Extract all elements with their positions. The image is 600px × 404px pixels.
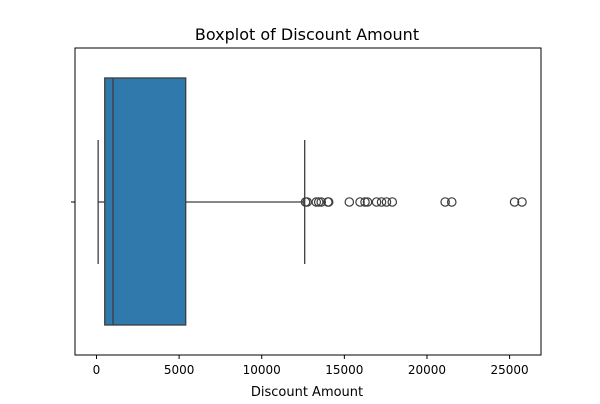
x-tick-label-1: 5000 bbox=[164, 363, 195, 377]
outlier-point-8 bbox=[355, 197, 365, 207]
x-tick-label-5: 25000 bbox=[491, 363, 529, 377]
outlier-point-11 bbox=[371, 197, 382, 207]
outlier-point-15 bbox=[440, 197, 450, 207]
outlier-point-18 bbox=[517, 197, 527, 207]
outlier-point-12 bbox=[376, 197, 387, 207]
outlier-point-1 bbox=[302, 197, 312, 207]
outlier-point-10 bbox=[362, 197, 373, 207]
x-axis-label: Discount Amount bbox=[251, 385, 363, 400]
outlier-point-16 bbox=[446, 197, 457, 207]
x-axis-ticks: 0 5000 10000 15000 20000 25000 bbox=[71, 201, 529, 377]
plot-layer bbox=[97, 77, 527, 326]
outlier-point-13 bbox=[381, 197, 392, 207]
outlier-point-9 bbox=[360, 197, 370, 207]
outlier-point-17 bbox=[509, 197, 520, 207]
chart-title: Boxplot of Discount Amount bbox=[195, 25, 419, 44]
outlier-point-14 bbox=[387, 197, 398, 207]
outlier-point-2 bbox=[311, 197, 322, 207]
outlier-point-3 bbox=[313, 197, 324, 207]
x-tick-label-4: 20000 bbox=[408, 363, 446, 377]
x-tick-label-2: 10000 bbox=[243, 363, 281, 377]
outlier-point-6 bbox=[323, 197, 334, 207]
interquartile-box bbox=[104, 77, 187, 326]
x-tick-label-3: 15000 bbox=[325, 363, 363, 377]
outlier-point-4 bbox=[316, 197, 327, 207]
outlier-point-7 bbox=[344, 197, 355, 207]
x-tick-label-0: 0 bbox=[93, 363, 101, 377]
